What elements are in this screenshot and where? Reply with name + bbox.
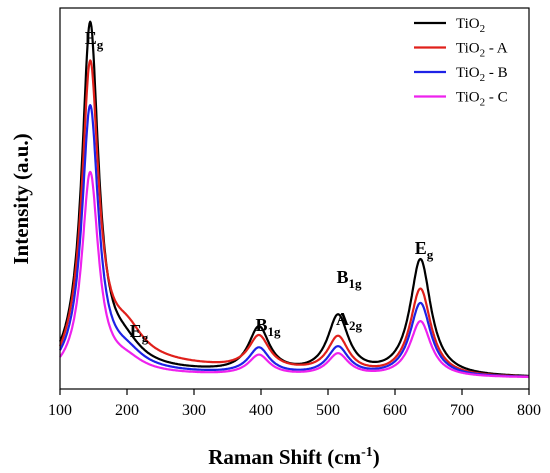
legend-suffix: - A	[485, 41, 508, 57]
peak-label-main: B	[255, 315, 267, 335]
legend-sub: 2	[480, 48, 486, 60]
series-line-1	[58, 59, 530, 378]
peak-label-eg: Eg	[415, 238, 434, 262]
peak-label-sub: 1g	[268, 324, 282, 339]
legend-sub: 2	[480, 97, 486, 109]
y-axis-title: Intensity (a.u.)	[9, 133, 33, 264]
peak-label-sub: g	[97, 37, 104, 52]
legend-name: TiO	[456, 65, 480, 81]
legend-name: TiO	[456, 16, 480, 32]
legend-suffix: - C	[485, 90, 508, 106]
peak-label-main: E	[85, 28, 97, 48]
peak-label-sub: 2g	[349, 318, 363, 333]
peak-label-eg: Eg	[85, 28, 104, 52]
plot-lines	[58, 20, 530, 379]
x-tick-label-600: 600	[383, 402, 407, 419]
legend-entry-3: TiO2 - C	[456, 90, 508, 109]
peak-label-main: E	[130, 321, 142, 341]
peak-label-sub: g	[427, 247, 434, 262]
plot-frame	[59, 7, 530, 390]
peak-label-b1g: B1g	[255, 315, 281, 339]
x-tick-label-100: 100	[48, 402, 72, 419]
peak-label-sub: 1g	[349, 276, 363, 291]
x-tick-label-700: 700	[450, 402, 474, 419]
legend-name: TiO	[456, 41, 480, 57]
x-tick-label-300: 300	[182, 402, 206, 419]
legend-sub: 2	[480, 23, 486, 35]
x-axis-title: Raman Shift (cm-1)	[208, 445, 380, 469]
x-tick-label-200: 200	[115, 402, 139, 419]
x-axis-title-main: Raman Shift (cm	[208, 445, 361, 469]
series-line-3	[59, 170, 530, 379]
peak-label-eg: Eg	[130, 321, 149, 345]
x-tick-label-500: 500	[316, 402, 340, 419]
x-axis-title-suffix: )	[373, 445, 380, 469]
legend-sub: 2	[480, 72, 486, 84]
x-axis-ticks: 100 200 300 400 500 600 700 800	[48, 389, 541, 419]
peak-label-main: A	[336, 309, 349, 329]
x-axis-title-sup: -1	[361, 445, 373, 460]
x-tick-label-800: 800	[517, 402, 541, 419]
legend-entry-0: TiO2	[456, 16, 485, 35]
series-line-2	[59, 104, 530, 378]
peak-label-main: B	[336, 267, 348, 287]
x-tick-label-400: 400	[249, 402, 273, 419]
legend-suffix: - B	[485, 65, 508, 81]
peak-label-b1g: B1g	[336, 267, 362, 291]
peak-label-sub: g	[142, 330, 149, 345]
peak-label-a2g: A2g	[336, 309, 363, 333]
legend-entry-2: TiO2 - B	[456, 65, 508, 84]
legend-entry-1: TiO2 - A	[456, 41, 508, 60]
legend-name: TiO	[456, 90, 480, 106]
peak-label-main: E	[415, 238, 427, 258]
